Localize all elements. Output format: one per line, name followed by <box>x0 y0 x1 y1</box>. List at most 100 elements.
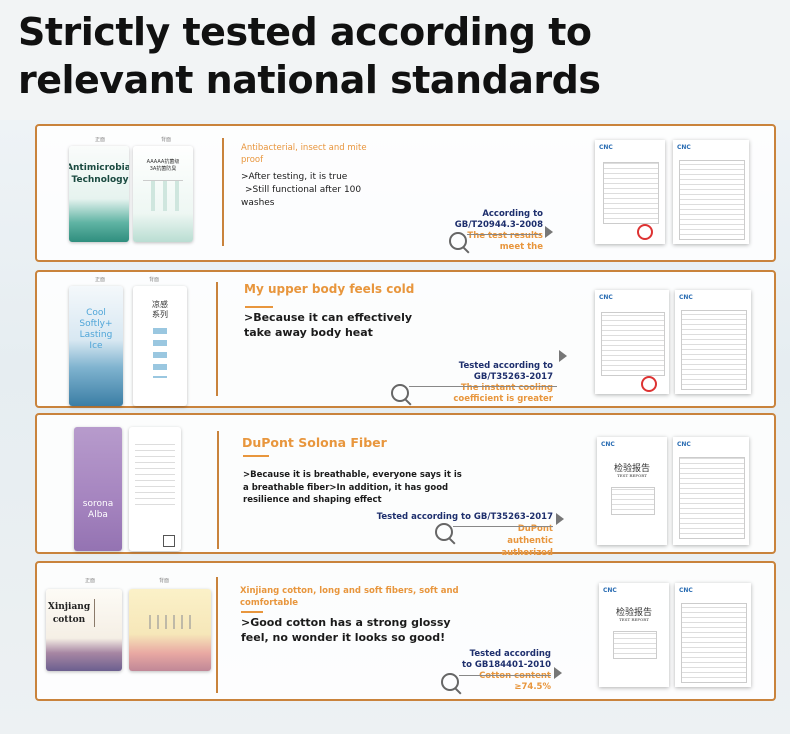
report-logo: CNC <box>601 441 615 448</box>
report-table <box>679 160 745 240</box>
card-bullet: >Because it can effectively take away bo… <box>244 311 413 339</box>
bracket-line <box>459 675 551 676</box>
report-logo: CNC <box>599 294 613 301</box>
report-table <box>603 162 659 224</box>
tag-back-title: AAAAA抗菌级 3A抗菌防臭 <box>146 159 180 172</box>
tag-front-image: sorona Alba <box>74 427 122 551</box>
magnifier-icon <box>449 232 467 250</box>
result-text: The instant cooling coefficient is great… <box>453 383 553 404</box>
standard-text: Tested according to GB184401-2010 <box>462 649 551 670</box>
accent-divider <box>241 611 263 613</box>
separator <box>216 577 218 693</box>
card-bullet: >After testing, it is true <box>241 172 348 182</box>
tag-front-text: Antimicrobial Technology <box>69 163 129 185</box>
card-dupont: sorona Alba DuPont Solona Fiber >Because… <box>35 413 776 558</box>
separator <box>217 431 219 549</box>
tag-front-label: 正面 <box>95 277 106 283</box>
card-bullet: >Because it is breathable, everyone says… <box>243 470 462 505</box>
card-heading: Xinjiang cotton, long and soft fibers, s… <box>240 586 459 608</box>
report-table <box>611 487 655 515</box>
standard-label: Tested according to GB184401-2010 Cotton… <box>459 649 551 693</box>
tag-front-image: Antimicrobial Technology <box>69 146 129 242</box>
standard-label: According to GB/T20944.3-2008 The test r… <box>405 209 543 253</box>
bracket-line <box>409 386 557 387</box>
test-report-document: CNC <box>673 437 749 545</box>
report-logo: CNC <box>599 144 613 151</box>
report-table <box>601 312 665 376</box>
report-cn-title: 检验报告 <box>615 608 652 618</box>
accent-divider <box>245 306 273 308</box>
tag-front-text: sorona Alba <box>82 499 114 520</box>
test-report-document: CNC <box>595 140 665 244</box>
result-text: DuPont authentic authorized <box>501 524 553 558</box>
bracket-line <box>453 526 553 527</box>
report-table <box>679 457 745 539</box>
magnifier-icon <box>435 523 453 541</box>
report-logo: CNC <box>677 144 691 151</box>
report-table <box>681 603 747 683</box>
test-report-document: CNC 检验报告 TEST REPORT <box>597 437 667 545</box>
test-report-document: CNC <box>675 583 751 687</box>
report-table <box>613 631 657 659</box>
test-report-document: CNC <box>675 290 751 394</box>
tag-front-text: Cool Softly+ Lasting Ice <box>79 308 113 351</box>
tag-front-image: Xinjiang cotton <box>46 589 122 671</box>
test-report-document: CNC <box>673 140 749 244</box>
tag-back-image: 凉感 系列 <box>133 286 187 406</box>
barcode-icon <box>163 535 175 547</box>
card-heading: Antibacterial, insect and mite proof <box>241 143 367 165</box>
arrow-icon <box>545 226 553 238</box>
report-table <box>681 310 747 390</box>
accent-divider <box>243 455 269 457</box>
tag-front-label: 正面 <box>85 578 96 584</box>
cotton-flower-icon <box>94 599 115 627</box>
arrow-icon <box>556 513 564 525</box>
report-cn-title: 检验报告 <box>613 464 650 474</box>
standard-text: Tested according to GB/T35263-2017 <box>458 361 553 382</box>
tag-back-label: 背面 <box>149 277 160 283</box>
report-logo: CNC <box>679 294 693 301</box>
magnifier-icon <box>441 673 459 691</box>
tag-back-label: 背面 <box>159 578 170 584</box>
tag-front-label: 正面 <box>95 137 106 143</box>
tag-back-image <box>129 427 181 551</box>
result-text: The test results meet the <box>467 231 543 252</box>
tag-icons <box>143 180 183 211</box>
separator <box>222 138 224 246</box>
arrow-icon <box>554 667 562 679</box>
card-bullet: >Still functional after 100 washes <box>241 185 362 208</box>
card-antibacterial: 正面 背面 Antimicrobial Technology AAAAA抗菌级 … <box>35 124 776 262</box>
card-bullet: >Good cotton has a strong glossy feel, n… <box>241 616 451 644</box>
seal-icon <box>637 224 653 240</box>
report-logo: CNC <box>677 441 691 448</box>
care-icons <box>143 615 197 629</box>
report-logo: CNC <box>603 587 617 594</box>
magnifier-icon <box>391 384 409 402</box>
card-heading: My upper body feels cold <box>244 282 415 296</box>
standard-label: Tested according to GB/T35263-2017 The i… <box>433 361 553 405</box>
card-cotton: 正面 背面 Xinjiang cotton Xinjiang cotton, l… <box>35 561 776 701</box>
card-cooling: 正面 背面 Cool Softly+ Lasting Ice 凉感 系列 My … <box>35 270 776 408</box>
tag-back-image: AAAAA抗菌级 3A抗菌防臭 <box>133 146 193 242</box>
separator <box>216 282 218 396</box>
tag-back-label: 背面 <box>161 137 172 143</box>
bracket-line <box>467 234 541 235</box>
seal-icon <box>641 376 657 392</box>
tag-front-text: Xinjiang cotton <box>47 602 91 625</box>
report-en-title: TEST REPORT <box>619 617 649 622</box>
test-report-document: CNC 检验报告 TEST REPORT <box>599 583 669 687</box>
result-text: Cotton content ≥74.5% <box>479 671 551 692</box>
arrow-icon <box>559 350 567 362</box>
tag-icons <box>153 328 167 378</box>
report-en-title: TEST REPORT <box>617 473 647 478</box>
page-title: Strictly tested according to relevant na… <box>18 10 601 102</box>
standard-text: According to GB/T20944.3-2008 <box>454 209 543 230</box>
standard-text: Tested according to GB/T35263-2017 <box>376 512 553 522</box>
standard-label: Tested according to GB/T35263-2017 DuPon… <box>367 511 553 559</box>
card-heading: DuPont Solona Fiber <box>242 435 387 450</box>
tag-front-image: Cool Softly+ Lasting Ice <box>69 286 123 406</box>
report-logo: CNC <box>679 587 693 594</box>
tag-back-lines <box>135 439 175 505</box>
tag-back-title: 凉感 系列 <box>152 300 168 319</box>
test-report-document: CNC <box>595 290 669 394</box>
